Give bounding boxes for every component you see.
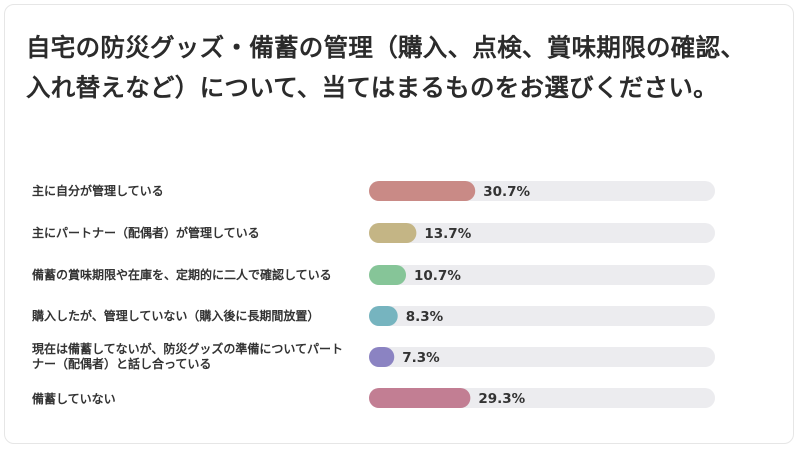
value-label: 29.3% — [478, 391, 525, 407]
bar-track — [369, 223, 715, 243]
category-label: 備蓄していない — [32, 391, 116, 406]
category-label: 購入したが、管理していない（購入後に長期間放置） — [32, 308, 320, 323]
value-label: 30.7% — [483, 184, 530, 200]
category-label: 主に自分が管理している — [32, 183, 164, 198]
value-label: 7.3% — [402, 350, 440, 366]
category-label: 備蓄の賞味期限や在庫を、定期的に二人で確認している — [32, 267, 332, 282]
bar-track — [369, 265, 715, 285]
bar — [369, 265, 407, 285]
value-label: 13.7% — [424, 226, 471, 242]
bar — [369, 223, 417, 243]
value-label: 8.3% — [406, 309, 444, 325]
category-label: 主にパートナー（配偶者）が管理している — [32, 225, 260, 240]
bar — [369, 181, 476, 201]
category-label: 現在は備蓄してないが、防災グッズの準備についてパートナー（配偶者）と話し合ってい… — [32, 342, 344, 371]
bar — [369, 347, 395, 367]
value-label: 10.7% — [414, 268, 461, 284]
bar-track — [369, 347, 715, 367]
bar — [369, 306, 398, 326]
bar — [369, 388, 471, 408]
bar-track — [369, 306, 715, 326]
chart-title: 自宅の防災グッズ・備蓄の管理（購入、点検、賞味期限の確認、入れ替えなど）について… — [26, 33, 746, 102]
